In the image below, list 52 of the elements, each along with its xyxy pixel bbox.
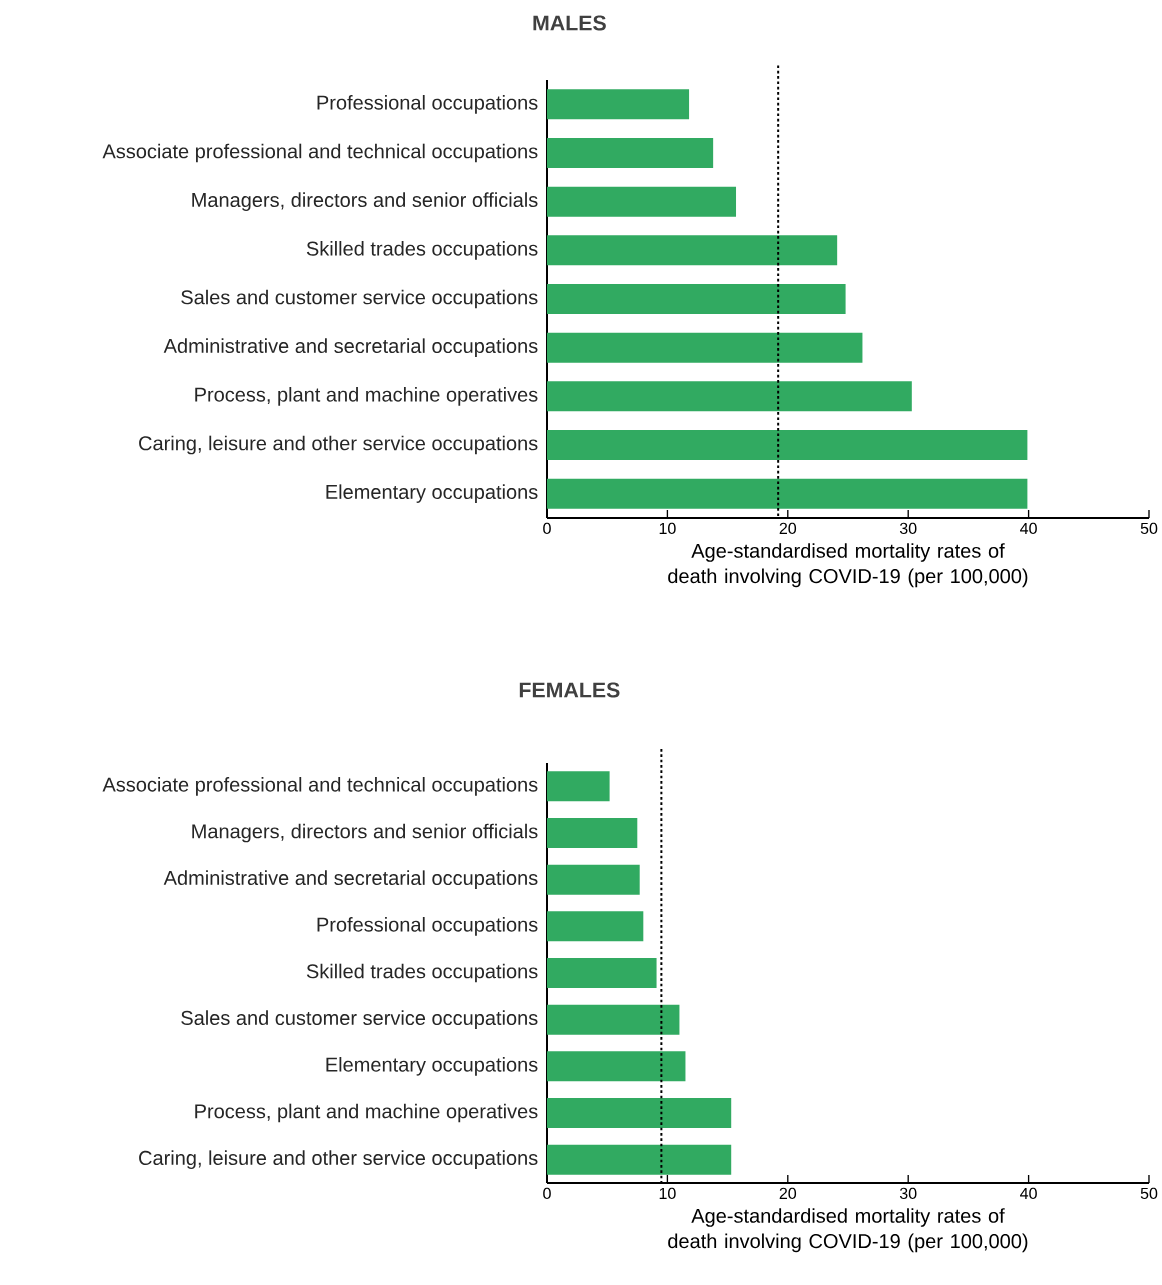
y-tick-label: Skilled trades occupations (306, 241, 538, 260)
y-tick-label: Sales and customer service occupations (181, 1010, 538, 1029)
y-tick-label: Managers, directors and senior officials (192, 192, 538, 211)
bar (547, 771, 610, 802)
bar (547, 1144, 732, 1175)
y-tick-label: Process, plant and machine operatives (195, 1103, 538, 1123)
bar (547, 864, 640, 895)
y-tick-label: Administrative and secretarial occupations (163, 870, 538, 889)
y-tick-label: Caring, leisure and other service occupations (139, 1150, 538, 1169)
bar (547, 186, 737, 217)
x-tick-label: 40 (1020, 522, 1037, 535)
x-tick-label: 10 (659, 522, 676, 535)
y-tick-label: Administrative and secretarial occupations (163, 338, 538, 357)
y-tick-label: Process, plant and machine operatives (195, 387, 538, 406)
y-tick-label: Managers, directors and senior officials (192, 823, 538, 843)
x-tick-label: 0 (543, 522, 551, 535)
x-tick-label: 40 (1020, 1187, 1037, 1200)
bar (547, 911, 644, 942)
bar (547, 381, 912, 412)
bar (547, 958, 657, 989)
x-tick-label: 30 (899, 1187, 917, 1200)
x-tick-label: 20 (779, 1187, 797, 1200)
bar (547, 284, 846, 314)
x-tick-label: 10 (659, 1187, 676, 1200)
bar (547, 235, 838, 266)
chart-title: FEMALES (519, 682, 620, 698)
bar (547, 138, 714, 169)
bar (547, 478, 1028, 509)
y-tick-label: Associate professional and technical occupations (102, 777, 538, 796)
y-tick-label: Professional occupations (317, 917, 538, 936)
y-tick-label: Elementary occupations (326, 1057, 538, 1076)
y-tick-label: Associate professional and technical occupations (102, 143, 538, 163)
x-axis-title: Age-standardised mortality rates of death involving COVID-19 (per 100,000) (668, 1208, 1028, 1253)
bar (547, 818, 638, 849)
x-tick-label: 50 (1140, 1187, 1158, 1200)
y-tick-label: Sales and customer service occupations (181, 289, 538, 309)
chart-title: MALES (533, 15, 606, 31)
bar (547, 1098, 732, 1128)
bar (547, 430, 1028, 460)
x-tick-label: 30 (899, 522, 917, 535)
bar (547, 1051, 686, 1082)
x-tick-label: 50 (1140, 522, 1158, 535)
y-tick-label: Elementary occupations (326, 484, 538, 503)
y-tick-label: Professional occupations (317, 95, 538, 114)
y-tick-label: Caring, leisure and other service occupations (139, 435, 538, 455)
bar (547, 332, 863, 363)
y-tick-label: Skilled trades occupations (306, 963, 538, 983)
x-tick-label: 20 (779, 522, 797, 535)
x-axis-title: Age-standardised mortality rates of death involving COVID-19 (per 100,000) (668, 543, 1028, 588)
bar (547, 89, 690, 120)
x-tick-label: 0 (543, 1187, 551, 1200)
bar (547, 1004, 680, 1035)
